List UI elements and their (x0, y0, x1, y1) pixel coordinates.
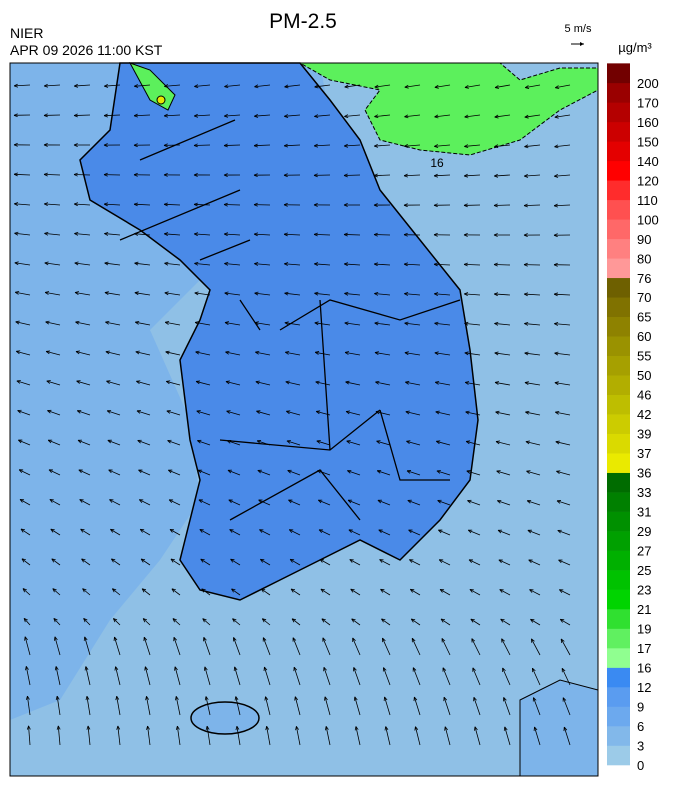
colorbar-label: 90 (637, 232, 651, 247)
colorbar-label: 46 (637, 388, 651, 403)
colorbar-label: 80 (637, 251, 651, 266)
color-swatch (607, 590, 630, 610)
colorbar-label: 19 (637, 622, 651, 637)
color-swatch (607, 297, 630, 317)
color-swatch (607, 161, 630, 181)
colorbar-label: 120 (637, 173, 659, 188)
color-swatch (607, 473, 630, 493)
color-swatch (607, 375, 630, 395)
japan-coast (520, 680, 598, 776)
color-swatch (607, 746, 630, 766)
wind-scale-label: 5 m/s (565, 23, 592, 35)
colorbar-label: 100 (637, 212, 659, 227)
color-swatch (607, 219, 630, 239)
colorbar-label: 60 (637, 329, 651, 344)
colorbar-label: 170 (637, 95, 659, 110)
color-swatch (607, 141, 630, 161)
colorbar-label: 9 (637, 700, 644, 715)
color-swatch (607, 180, 630, 200)
colorbar-label: 33 (637, 485, 651, 500)
colorbar-label: 70 (637, 290, 651, 305)
color-swatch (607, 609, 630, 629)
colorbar-label: 0 (637, 758, 644, 773)
color-swatch (607, 258, 630, 278)
contour-label: 16 (430, 156, 444, 170)
color-swatch (607, 707, 630, 727)
color-swatch (607, 63, 630, 83)
colorbar-label: 39 (637, 427, 651, 442)
color-swatch (607, 687, 630, 707)
source: NIER (10, 25, 43, 41)
color-swatch (607, 122, 630, 142)
color-swatch (607, 83, 630, 103)
colorbar-label: 12 (637, 680, 651, 695)
colorbar-label: 23 (637, 583, 651, 598)
colorbar-label: 160 (637, 115, 659, 130)
colorbar-label: 65 (637, 310, 651, 325)
wind-scale-arrowhead (580, 42, 584, 46)
wind-arrow (74, 115, 90, 116)
colorbar-label: 200 (637, 76, 659, 91)
color-swatch (607, 512, 630, 532)
color-swatch (607, 726, 630, 746)
colorbar: 0369121617192123252729313336373942465055… (607, 63, 659, 773)
color-swatch (607, 492, 630, 512)
colorbar-label: 17 (637, 641, 651, 656)
color-swatch (607, 239, 630, 259)
colorbar-label: 16 (637, 661, 651, 676)
colorbar-label: 25 (637, 563, 651, 578)
map: 16 (10, 63, 598, 776)
color-swatch (607, 278, 630, 298)
colorbar-label: 42 (637, 407, 651, 422)
colorbar-label: 6 (637, 719, 644, 734)
color-swatch (607, 317, 630, 337)
wind-arrow (494, 205, 510, 206)
colorbar-label: 140 (637, 154, 659, 169)
color-swatch (607, 531, 630, 551)
colorbar-label: 31 (637, 505, 651, 520)
colorbar-label: 27 (637, 544, 651, 559)
colorbar-label: 21 (637, 602, 651, 617)
hotspot (157, 96, 165, 104)
color-swatch (607, 395, 630, 415)
wind-arrow (494, 264, 510, 265)
color-swatch (607, 629, 630, 649)
colorbar-label: 110 (637, 193, 658, 208)
colorbar-label: 55 (637, 349, 651, 364)
color-swatch (607, 414, 630, 434)
color-swatch (607, 551, 630, 571)
color-swatch (607, 434, 630, 454)
wind-arrow (344, 234, 360, 235)
unit: µg/m³ (618, 40, 652, 55)
color-swatch (607, 668, 630, 688)
color-swatch (607, 336, 630, 356)
colorbar-label: 150 (637, 134, 659, 149)
colorbar-label: 29 (637, 524, 651, 539)
title: PM-2.5 (269, 10, 337, 33)
color-swatch (607, 453, 630, 473)
color-swatch (607, 200, 630, 220)
jeju-island (191, 702, 259, 734)
colorbar-label: 3 (637, 739, 644, 754)
color-swatch (607, 570, 630, 590)
color-swatch (607, 648, 630, 668)
colorbar-label: 37 (637, 446, 651, 461)
colorbar-label: 76 (637, 271, 651, 286)
color-swatch (607, 102, 630, 122)
timestamp: APR 09 2026 11:00 KST (10, 42, 163, 58)
colorbar-label: 36 (637, 466, 651, 481)
colorbar-label: 50 (637, 368, 651, 383)
color-swatch (607, 356, 630, 376)
